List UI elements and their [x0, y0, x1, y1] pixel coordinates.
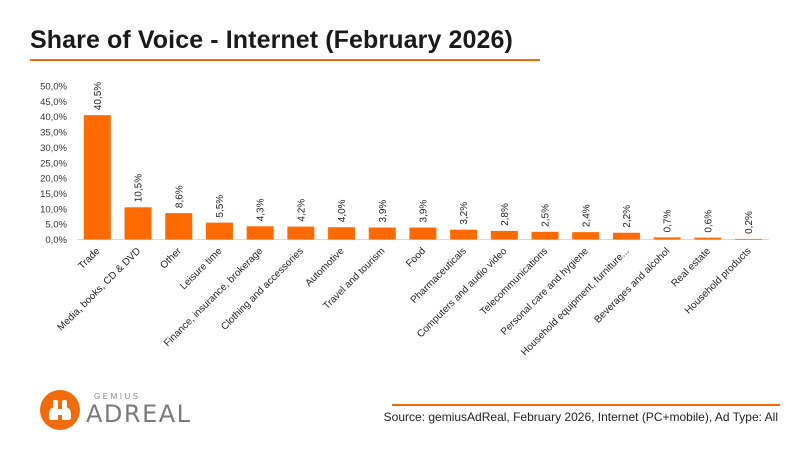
data-label: 4,0%: [337, 199, 348, 222]
bar: [368, 227, 396, 240]
data-label: 2,5%: [541, 204, 552, 227]
bar: [450, 229, 478, 240]
y-tick-label: 45,0%: [40, 97, 67, 108]
source-text: Source: gemiusAdReal, February 2026, Int…: [383, 410, 778, 424]
y-tick-label: 25,0%: [40, 158, 67, 169]
data-label: 2,4%: [581, 204, 592, 227]
data-label: 0,7%: [663, 209, 674, 232]
data-label: 0,2%: [744, 211, 755, 234]
data-label: 2,2%: [622, 205, 633, 228]
bar: [531, 231, 559, 240]
value-labels: 40,5% 10,5% 8,6% 5,5% 4,3% 4,2% 4,0% 3,9% 3,9% 3,…: [93, 82, 755, 234]
bar: [328, 227, 356, 240]
x-tick-label: Telecommunications: [478, 246, 550, 318]
bar: [735, 238, 763, 240]
y-axis: 0,0% 5,0% 10,0% 15,0% 20,0% 25,0% 30,0% 35,0% 40…: [40, 82, 769, 246]
data-label: 4,3%: [256, 198, 267, 221]
bar: [165, 213, 193, 240]
bar: [694, 237, 722, 240]
y-tick-label: 40,0%: [40, 112, 67, 123]
x-tick-label: Other: [158, 245, 184, 271]
source-underline: [392, 404, 780, 406]
data-label: 40,5%: [93, 82, 104, 110]
data-label: 3,9%: [378, 200, 389, 223]
chart-title: Share of Voice - Internet (February 2026…: [30, 26, 513, 54]
binoculars-icon: [40, 390, 80, 430]
gemius-adreal-logo: GEMIUS ADREAL: [40, 390, 210, 430]
x-tick-label: Trade: [76, 246, 102, 272]
bar: [83, 115, 111, 240]
x-tick-label: Clothing and accessories: [219, 246, 306, 333]
y-tick-label: 30,0%: [40, 143, 67, 154]
data-label: 3,9%: [418, 200, 429, 223]
bar: [612, 232, 640, 240]
data-label: 8,6%: [174, 185, 185, 208]
x-tick-label: Real estate: [669, 246, 713, 290]
y-tick-label: 20,0%: [40, 174, 67, 185]
logo-small-text: GEMIUS: [94, 392, 141, 401]
y-tick-label: 50,0%: [40, 82, 67, 93]
data-label: 2,8%: [500, 203, 511, 226]
y-tick-label: 5,0%: [45, 220, 67, 231]
logo-big-text: ADREAL: [86, 400, 192, 428]
data-label: 3,2%: [459, 202, 470, 225]
title-underline: [30, 59, 540, 61]
y-tick-label: 35,0%: [40, 128, 67, 139]
x-tick-label: Food: [404, 246, 428, 270]
bars: [83, 115, 763, 240]
y-tick-label: 0,0%: [45, 235, 67, 246]
bar: [205, 222, 233, 240]
x-tick-label: Media, books, CD & DVD: [56, 246, 144, 334]
bar: [287, 226, 315, 240]
bar: [246, 226, 274, 240]
data-label: 4,2%: [296, 199, 307, 222]
y-tick-label: 10,0%: [40, 204, 67, 215]
data-label: 5,5%: [215, 195, 226, 218]
y-tick-label: 15,0%: [40, 189, 67, 200]
bar: [490, 230, 518, 240]
data-label: 0,6%: [703, 210, 714, 233]
data-label: 10,5%: [134, 174, 145, 202]
x-tick-label: Automotive: [304, 246, 347, 289]
x-tick-label: Beverages and alcohol: [593, 246, 673, 326]
bar: [409, 227, 437, 240]
bar: [124, 207, 152, 240]
bar: [572, 232, 600, 240]
bar: [653, 237, 681, 240]
